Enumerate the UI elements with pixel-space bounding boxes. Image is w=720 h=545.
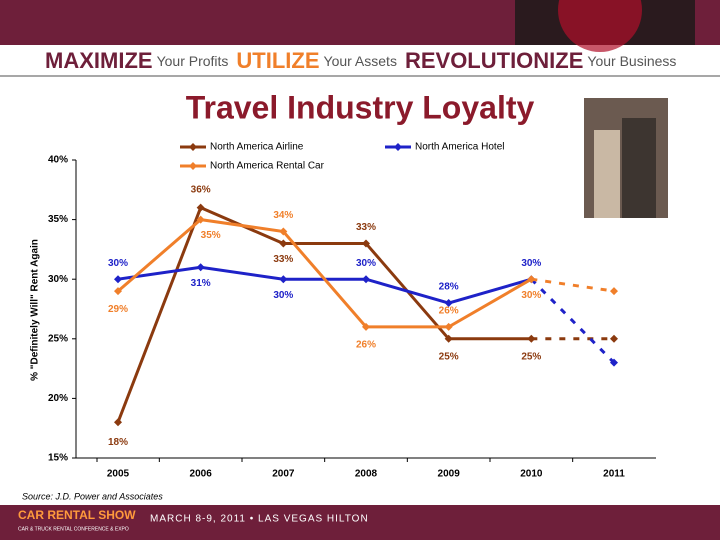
tagline-phrase: Your Assets xyxy=(324,53,397,69)
series-line xyxy=(116,205,532,423)
legend-marker xyxy=(189,143,197,151)
marker xyxy=(279,275,288,284)
x-tick-label: 2010 xyxy=(520,469,543,480)
data-label: 36% xyxy=(191,184,211,195)
gauge-dial xyxy=(558,0,642,52)
data-label: 29% xyxy=(108,304,128,315)
y-axis-label: % "Definitely Will" Rent Again xyxy=(30,239,41,381)
chart-title: Travel Industry Loyalty xyxy=(186,89,535,125)
x-tick-label: 2009 xyxy=(438,469,461,480)
y-tick-label: 15% xyxy=(48,453,68,464)
marker xyxy=(196,203,205,212)
tagline-keyword: UTILIZE xyxy=(236,48,319,73)
marker xyxy=(610,287,618,296)
photo-person xyxy=(622,118,656,218)
marker xyxy=(196,215,205,224)
marker xyxy=(362,275,370,284)
marker xyxy=(444,322,453,331)
photo-person xyxy=(594,130,620,218)
x-tick-label: 2011 xyxy=(603,469,625,480)
marker xyxy=(362,322,370,331)
tagline-keyword: REVOLUTIONIZE xyxy=(405,48,583,73)
x-tick-label: 2007 xyxy=(272,469,295,480)
data-label: 35% xyxy=(201,230,221,241)
tagline: MAXIMIZE Your Profits UTILIZE Your Assets RE… xyxy=(45,48,676,73)
marker xyxy=(444,299,453,308)
legend-label: North America Hotel xyxy=(415,142,504,153)
legend-label: North America Rental Car xyxy=(210,161,325,172)
marker xyxy=(527,275,536,284)
series-projection xyxy=(530,278,616,364)
y-tick-label: 25% xyxy=(48,333,68,344)
marker xyxy=(196,263,205,272)
tagline-keyword: MAXIMIZE xyxy=(45,48,153,73)
legend-marker xyxy=(394,143,402,151)
tagline-text: MAXIMIZE Your Profits UTILIZE Your Assets RE… xyxy=(45,48,676,73)
series-line xyxy=(117,218,533,329)
data-label: 30% xyxy=(356,258,376,269)
data-label: 30% xyxy=(108,258,128,269)
footer-band xyxy=(0,505,720,540)
footer-brand: CAR RENTAL SHOW xyxy=(18,508,136,522)
y-tick-label: 20% xyxy=(48,393,68,404)
data-label: 30% xyxy=(273,290,293,301)
tagline-phrase: Your Business xyxy=(587,53,676,69)
y-tick-label: 40% xyxy=(48,155,68,166)
marker xyxy=(114,418,122,427)
data-label: 26% xyxy=(439,306,459,317)
marker xyxy=(114,287,122,296)
data-label: 25% xyxy=(521,351,541,362)
data-label: 30% xyxy=(521,290,541,301)
tagline-phrase: Your Profits xyxy=(157,53,229,69)
plot: 15% 20% 25% 30% 35% 40% 2005 2006 2007 2008 2009 20… xyxy=(48,142,656,480)
data-label: 28% xyxy=(439,282,459,293)
marker xyxy=(279,239,288,248)
legend-marker xyxy=(189,162,197,170)
source: Source: J.D. Power and Associates xyxy=(22,491,163,501)
x-tick-label: 2005 xyxy=(107,469,130,480)
y-tick-label: 30% xyxy=(48,274,68,285)
data-label: 33% xyxy=(356,222,376,233)
data-label: 18% xyxy=(108,437,128,448)
footer-brand-sub: CAR & TRUCK RENTAL CONFERENCE & EXPO xyxy=(18,526,129,532)
data-label: 30% xyxy=(521,258,541,269)
data-label: 26% xyxy=(356,340,376,351)
marker xyxy=(362,239,370,248)
marker xyxy=(527,334,536,343)
footer-event: MARCH 8-9, 2011 • LAS VEGAS HILTON xyxy=(150,514,369,525)
marker xyxy=(114,275,122,284)
marker xyxy=(610,334,618,343)
marker xyxy=(610,358,618,367)
x-tick-label: 2006 xyxy=(190,469,213,480)
marker xyxy=(279,227,288,236)
x-tick-label: 2008 xyxy=(355,469,378,480)
data-label: 25% xyxy=(439,351,459,362)
data-label: 33% xyxy=(273,254,293,265)
marker xyxy=(444,334,453,343)
y-tick-label: 35% xyxy=(48,214,68,225)
legend-label: North America Airline xyxy=(210,142,304,153)
data-label: 31% xyxy=(191,278,211,289)
data-label: 34% xyxy=(273,210,293,221)
